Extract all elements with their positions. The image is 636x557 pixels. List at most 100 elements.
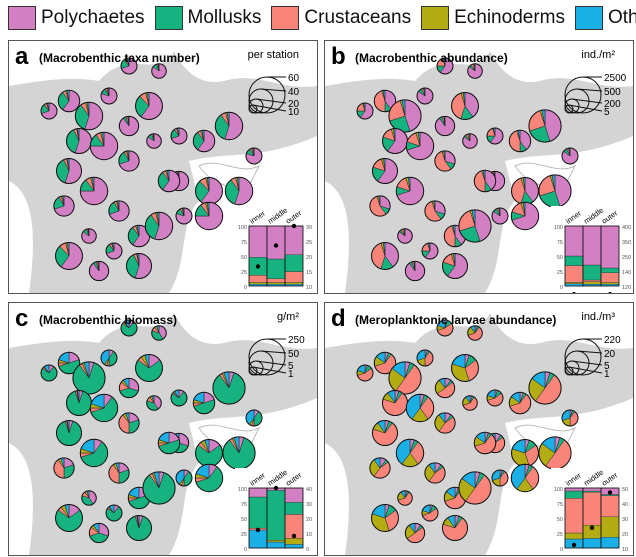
inset-bar-segment	[284, 225, 304, 255]
station-pie	[451, 92, 479, 120]
station-pie	[40, 102, 58, 120]
legend-swatch	[271, 6, 300, 30]
panel-b: 2500 500 200 5 100 75 50 25 0 400 350 250 140 120 inne…	[324, 40, 634, 294]
station-pie	[434, 377, 456, 399]
inset-bar	[600, 225, 620, 287]
inset-bar-segment	[564, 487, 584, 492]
station-pie	[491, 207, 509, 225]
water	[325, 41, 633, 87]
station-pie	[212, 371, 246, 405]
legend-label: Crustaceans	[304, 7, 412, 28]
unit-label: ind./m³	[581, 311, 615, 323]
inset-bar	[600, 487, 620, 549]
station-pie	[508, 129, 532, 153]
inset-dot	[273, 243, 279, 248]
station-pie	[356, 364, 374, 382]
station-pie	[381, 127, 409, 155]
left-tick: 25	[557, 532, 563, 538]
legend-item: Echinoderms	[421, 6, 565, 30]
station-pie	[397, 228, 413, 244]
inset-bar-segment	[564, 532, 584, 540]
station-pie	[118, 115, 140, 137]
size-legend-label: 1	[604, 369, 610, 380]
legend-item: Others	[574, 6, 636, 30]
station-pie	[510, 463, 540, 493]
station-pie	[434, 412, 456, 434]
water	[9, 443, 33, 555]
left-tick: 100	[238, 487, 247, 493]
right-tick: 40	[306, 487, 312, 493]
right-tick: 30	[306, 502, 312, 508]
legend-swatch	[574, 6, 603, 30]
station-pie	[561, 147, 579, 165]
left-tick: 75	[241, 502, 247, 508]
inset-bar-segment	[284, 487, 304, 503]
size-legend-label: 200	[604, 99, 621, 110]
station-pie	[144, 211, 174, 241]
station-pie	[441, 252, 469, 280]
right-tick: 10	[306, 285, 312, 291]
inset-bar-segment	[248, 282, 268, 285]
station-pie	[157, 431, 181, 455]
inset-bar-segment	[284, 538, 304, 545]
station-pie	[371, 504, 399, 532]
station-pie	[441, 514, 469, 542]
inset-bar-segment	[284, 282, 304, 285]
inset-bar-segment	[582, 279, 602, 282]
inset-bar-segment	[266, 282, 286, 285]
inset-dot	[255, 527, 261, 533]
inset-bar-segment	[266, 490, 286, 541]
left-tick: 100	[238, 225, 247, 231]
legend-label: Polychaetes	[41, 7, 145, 28]
water	[325, 181, 349, 293]
station-pie	[508, 391, 532, 415]
station-pie	[462, 395, 478, 411]
station-pie	[404, 522, 426, 544]
left-tick: 50	[241, 255, 247, 261]
inset-bar-segment	[600, 282, 620, 285]
station-pie	[436, 319, 454, 337]
panel-title: (Macrobenthic abundance)	[355, 51, 508, 65]
station-pie	[405, 131, 435, 161]
inset-bar-segment	[564, 490, 584, 499]
station-pie	[369, 195, 391, 217]
inset-bar-segment	[248, 487, 268, 498]
station-pie	[81, 490, 97, 506]
station-pie	[170, 127, 188, 145]
legend: Polychaetes Mollusks Crustaceans Echinoderm…	[8, 4, 636, 32]
inset-bar-segment	[600, 516, 620, 538]
right-tick: 20	[306, 255, 312, 261]
inset-bar-segment	[248, 529, 268, 549]
panel-a: 60 40 20 10 100 75 50 25 0 30 25 20 15 10 inner middle o…	[8, 40, 318, 294]
size-legend-label: 1	[288, 369, 294, 380]
station-pie	[175, 207, 193, 225]
right-tick: 50	[622, 487, 628, 493]
station-pie	[369, 457, 391, 479]
size-legend-label: 220	[604, 335, 621, 346]
size-legend-label: 20	[288, 99, 300, 110]
station-pie	[151, 325, 167, 341]
station-pie	[125, 252, 153, 280]
right-tick: 25	[306, 240, 312, 246]
station-pie	[79, 438, 109, 468]
panel-letter: a	[15, 43, 29, 70]
station-pie	[397, 490, 413, 506]
right-tick: 40	[622, 502, 628, 508]
inset-bar-segment	[266, 539, 286, 543]
inset-bar-segment	[266, 278, 286, 283]
station-pie	[245, 409, 263, 427]
left-tick: 0	[244, 285, 247, 291]
station-pie	[373, 351, 397, 375]
unit-label: ind./m²	[581, 49, 615, 61]
station-pie	[528, 371, 562, 405]
station-pie	[224, 176, 254, 206]
right-tick: 10	[306, 532, 312, 538]
legend-swatch	[8, 6, 36, 30]
left-tick: 75	[557, 502, 563, 508]
station-pie	[135, 354, 163, 382]
inset-dot	[291, 533, 297, 539]
water	[325, 303, 633, 349]
station-pie	[404, 260, 426, 282]
right-tick: 20	[622, 532, 628, 538]
station-pie	[424, 200, 446, 222]
